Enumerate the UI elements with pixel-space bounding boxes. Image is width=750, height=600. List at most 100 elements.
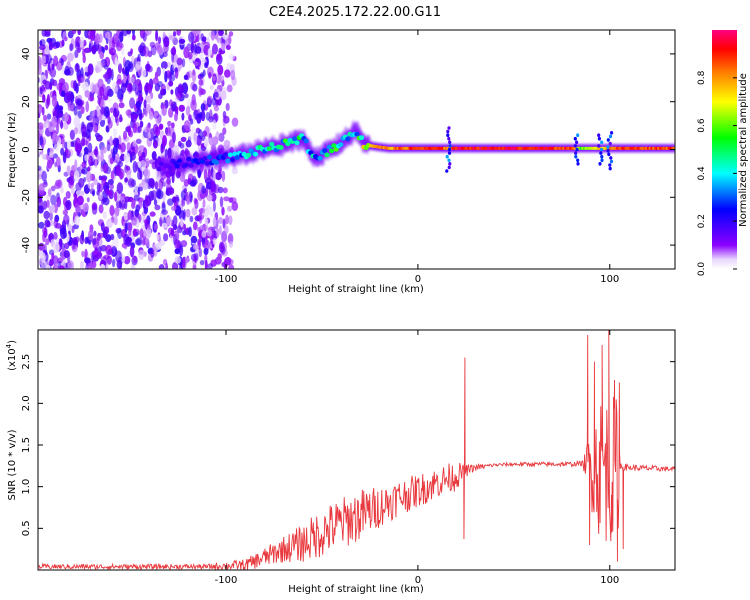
noise-speck <box>167 120 172 127</box>
noise-speck <box>204 62 208 69</box>
noise-speck <box>84 154 89 162</box>
noise-speck <box>206 229 213 237</box>
noise-speck <box>157 81 163 88</box>
noise-speck <box>146 103 151 113</box>
vertical-feature-blob <box>573 136 577 141</box>
noise-speck <box>182 256 186 268</box>
noise-speck <box>165 127 172 137</box>
vertical-feature-blob <box>447 158 451 163</box>
ridge-blob <box>285 141 291 147</box>
noise-speck <box>220 90 227 101</box>
noise-speck <box>75 83 79 94</box>
noise-speck <box>228 264 235 269</box>
snr-axes: -100 0 100 0.5 1.0 1.5 2.0 2.5 <box>21 330 675 586</box>
noise-speck <box>228 31 234 37</box>
noise-speck <box>158 93 163 100</box>
noise-speck <box>66 94 74 101</box>
ridge-blob <box>227 152 233 158</box>
noise-speck <box>212 75 217 82</box>
noise-speck <box>53 143 60 152</box>
noise-speck <box>128 222 133 233</box>
noise-speck <box>138 96 144 102</box>
noise-speck <box>81 149 85 156</box>
noise-speck <box>92 118 96 126</box>
noise-speck <box>80 124 87 135</box>
vertical-feature-blob <box>600 154 604 159</box>
noise-speck <box>224 69 231 78</box>
noise-speck <box>209 84 214 91</box>
noise-speck <box>137 150 142 157</box>
noise-speck <box>107 97 112 103</box>
noise-speck <box>198 79 204 86</box>
noise-speck <box>181 149 185 157</box>
y-tick-label: 20 <box>21 95 32 108</box>
vertical-feature-blob <box>447 151 452 155</box>
noise-speck <box>94 158 98 169</box>
noise-speck <box>195 46 202 54</box>
noise-speck <box>139 120 144 128</box>
ridge-blob <box>326 144 332 150</box>
noise-speck <box>135 61 142 70</box>
noise-speck <box>208 206 214 217</box>
noise-speck <box>46 113 52 120</box>
noise-speck <box>122 67 125 75</box>
noise-speck <box>110 170 115 180</box>
snr-multiplier-text: (x104) <box>5 340 18 371</box>
noise-speck <box>172 261 179 269</box>
noise-speck <box>46 37 53 44</box>
noise-speck <box>113 213 117 220</box>
noise-speck <box>63 250 70 259</box>
noise-speck <box>162 88 167 95</box>
x-tick-label: 100 <box>600 575 619 586</box>
noise-speck <box>64 65 70 75</box>
ridge-blob <box>292 136 298 142</box>
noise-speck <box>85 100 89 113</box>
noise-speck <box>185 208 191 218</box>
ridge-blob <box>156 166 162 172</box>
noise-speck <box>62 232 67 239</box>
vertical-feature-blob <box>448 140 452 145</box>
noise-speck <box>79 36 85 48</box>
noise-speck <box>202 207 209 217</box>
noise-speck <box>132 228 137 237</box>
noise-speck <box>139 160 147 172</box>
noise-speck <box>46 199 50 208</box>
noise-speck <box>112 236 119 249</box>
noise-speck <box>69 129 75 140</box>
noise-speck <box>152 77 159 85</box>
noise-speck <box>212 43 218 55</box>
noise-speck <box>100 106 105 115</box>
noise-speck <box>178 244 184 257</box>
noise-speck <box>123 74 128 82</box>
noise-speck <box>45 122 49 129</box>
noise-speck <box>61 39 65 47</box>
vertical-feature-blob <box>576 162 580 166</box>
noise-speck <box>143 99 147 109</box>
noise-speck <box>226 84 233 93</box>
noise-speck <box>150 190 158 201</box>
noise-speck <box>123 130 127 140</box>
noise-speck <box>168 35 176 41</box>
noise-speck <box>214 91 219 98</box>
noise-speck <box>55 179 61 187</box>
noise-speck <box>198 212 203 224</box>
noise-speck <box>133 255 138 264</box>
noise-speck <box>104 44 109 51</box>
noise-speck <box>92 124 98 133</box>
noise-speck <box>83 146 89 156</box>
snr-multiplier-base: (x10 <box>7 348 18 371</box>
ridge-blob <box>266 146 272 152</box>
noise-speck <box>73 170 80 182</box>
noise-speck <box>183 179 189 187</box>
noise-speck <box>146 227 152 239</box>
noise-speck <box>154 204 161 211</box>
noise-speck <box>129 245 135 258</box>
noise-speck <box>190 235 198 244</box>
noise-speck <box>62 209 68 216</box>
noise-speck <box>97 98 101 105</box>
noise-speck <box>132 161 138 173</box>
noise-speck <box>61 90 66 97</box>
noise-speck <box>225 103 230 111</box>
noise-speck <box>92 238 97 246</box>
noise-speck <box>206 95 213 105</box>
